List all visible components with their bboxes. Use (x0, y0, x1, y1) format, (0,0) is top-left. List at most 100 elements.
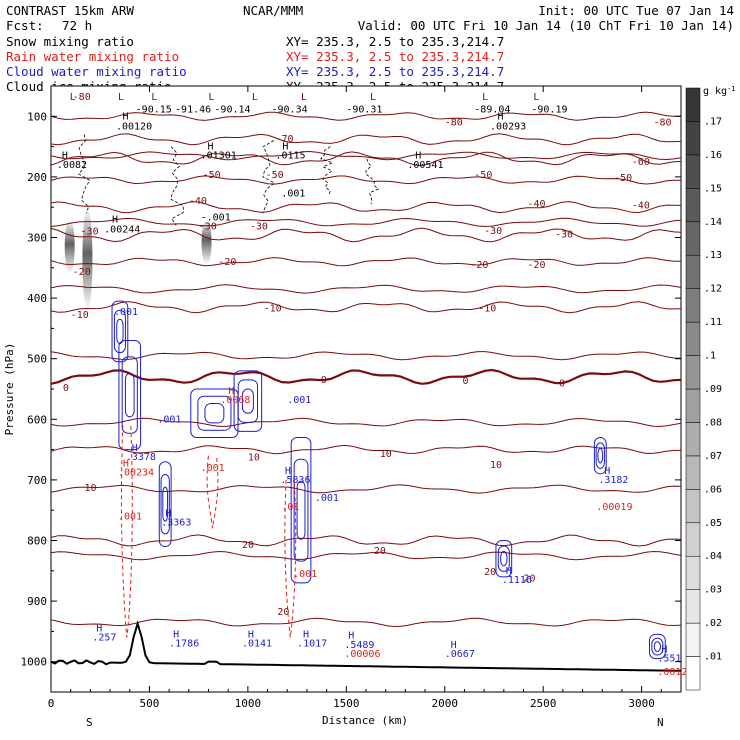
isotherm-minor-6 (50, 550, 682, 561)
ice-snow-label-13: H (282, 142, 288, 153)
isotherm-label-11: -40 (632, 200, 650, 211)
colorbar-swatch-9 (685, 355, 701, 390)
ice-snow-label-4: -90.31 (346, 105, 382, 116)
cloud-water-label-10: H (604, 466, 610, 477)
cloud-water-label-15: .257 (92, 632, 116, 643)
cloud-water-contour-7 (595, 442, 605, 469)
colorbar-level-2: .03 (704, 585, 722, 596)
rain-label-9: .00019 (596, 502, 632, 513)
isotherm-label-14: -30 (250, 222, 268, 233)
ice-snow-label-22: .00244 (104, 225, 140, 236)
x-tick-label-1500: 1500 (333, 697, 360, 710)
rain-label-2: H (123, 459, 129, 470)
cloud-water-label-23: .5489 (344, 640, 374, 651)
isotherm--70 (50, 133, 682, 146)
cloud-water-contour-2 (162, 486, 169, 522)
ice-snow-label-15: H (62, 151, 68, 162)
colorbar-swatch-15 (685, 154, 701, 189)
cloud-water-label-3: H (132, 443, 138, 454)
header-valid: Valid: 00 UTC Fri 10 Jan 14 (10 ChT Fri … (358, 18, 734, 33)
isotherm-label-4: -60 (632, 157, 650, 168)
cloud-ice-contour-4 (365, 158, 380, 205)
cloud-ice-layer (77, 134, 380, 226)
rain-shaft-2 (284, 479, 297, 638)
colorbar-swatch-3 (685, 555, 701, 590)
legend-snow-name: Snow mixing ratio (6, 34, 134, 49)
cloud-water-contour-7 (593, 436, 607, 475)
ice-snow-label-6: -90.19 (531, 105, 567, 116)
legend-cloudwater-name: Cloud water mixing ratio (6, 64, 187, 79)
isotherm-label-16: -30 (555, 230, 573, 241)
shaded-layer (64, 207, 212, 311)
colorbar-level-11: .12 (704, 284, 722, 295)
ice-snow-label-2: -90.14 (214, 105, 250, 116)
cloud-water-label-20: H (303, 629, 309, 640)
ice-snow-label-19: .001 (281, 188, 305, 199)
ice-snow-label-3: -90.34 (272, 105, 308, 116)
ice-snow-label-16: .0082 (57, 160, 87, 171)
rain-label-0: H (228, 386, 234, 397)
isotherm-label-10: -40 (527, 199, 545, 210)
cloud-water-label-25: .0667 (445, 649, 475, 660)
isotherm-label-32: 20 (242, 540, 254, 551)
isotherm-label-21: -10 (71, 310, 89, 321)
isotherm-label-3: -70 (275, 134, 293, 145)
cloud-water-contour-5 (293, 458, 309, 562)
cloud-water-contour-0 (113, 309, 126, 354)
isotherm--50 (50, 175, 681, 185)
x-tick-label-2000: 2000 (432, 697, 459, 710)
isotherm--10 (50, 301, 682, 314)
isotherm-label-12: -30 (81, 226, 99, 237)
isotherm-minor-1 (50, 217, 682, 228)
cloud-water-label-19: .0141 (242, 639, 272, 650)
ice-snow-label-11: H (208, 142, 214, 153)
isotherm-label-6: -50 (266, 170, 284, 181)
axes-layer: 0 500 1000 1500 2000 2500 30001002003004005006… (21, 86, 681, 710)
colorbar-level-1: .02 (704, 618, 722, 629)
colorbar-level-0: .01 (704, 652, 722, 663)
colorbar-swatch-12 (685, 254, 701, 289)
header-fcst-value: 72 h (62, 18, 92, 33)
isotherm-minor-3 (50, 351, 682, 361)
x-tick-label-0: 0 (48, 697, 55, 710)
rain-label-8: .00006 (344, 649, 380, 660)
isotherm-10 (50, 444, 681, 455)
ice-snow-label-9: H (498, 111, 504, 122)
ice-snow-label-10: .00293 (490, 122, 526, 133)
cloud-water-contour-3 (204, 403, 225, 424)
colorbar-level-15: .16 (704, 150, 722, 161)
cloud-water-label-8: H (165, 508, 171, 519)
colorbar-level-14: .15 (704, 183, 722, 194)
colorbar-level-13: .14 (704, 217, 722, 228)
cloud-water-contour-2 (160, 473, 170, 535)
isotherm-label-15: -30 (484, 226, 502, 237)
isotherm-label-24: 0 (63, 383, 69, 394)
isotherm-minor-7 (50, 617, 682, 628)
plot-area (50, 85, 682, 693)
x-end-label-right: N (657, 716, 664, 729)
isotherm-label-23: -10 (478, 303, 496, 314)
isotherm-label-1: -80 (445, 117, 463, 128)
colorbar-level-3: .04 (704, 551, 722, 562)
y-tick-label-100: 100 (27, 110, 47, 123)
cloud-water-contour-1 (124, 372, 135, 418)
ice-snow-label-20: -.001 (201, 213, 231, 224)
terrain-layer (50, 620, 681, 672)
shaded-streak-2 (201, 219, 212, 265)
isotherm-minor-0 (50, 150, 682, 161)
header-title: CONTRAST 15km ARW (6, 3, 134, 18)
y-axis-title: Pressure (hPa) (3, 343, 16, 436)
ice-snow-label-21: H (112, 214, 118, 225)
legend-rain-xy: XY= 235.3, 2.5 to 235.3,214.7 (286, 49, 504, 64)
x-tick-label-500: 500 (140, 697, 160, 710)
rain-label-3: .00234 (118, 468, 154, 479)
y-tick-label-700: 700 (27, 474, 47, 487)
cloud-water-label-12: H (506, 566, 512, 577)
cloud-water-label-11: .3182 (598, 475, 628, 486)
cloud-water-contour-8 (653, 641, 662, 652)
cloud-water-label-6: .5836 (280, 475, 310, 486)
colorbar-swatch-0 (685, 656, 701, 691)
isotherm-label-36: 20 (277, 607, 289, 618)
colorbar-level-12: .13 (704, 250, 722, 261)
